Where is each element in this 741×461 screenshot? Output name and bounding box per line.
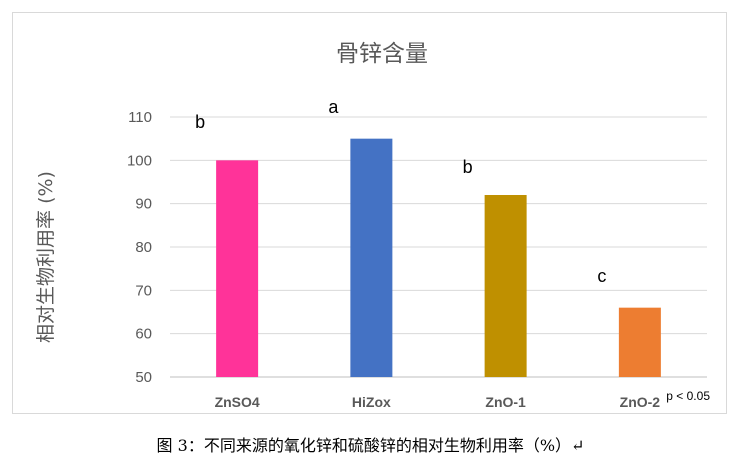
bar-chart: 骨锌含量 相对生物利用率 (%) 50 60 70 80 90 100 110 ZnSO4 H… [35,41,710,410]
x-category-label: HiZox [352,394,391,410]
bar-hizox [350,138,393,377]
significance-letter: b [195,112,205,132]
x-axis-categories: ZnSO4 HiZox ZnO-1 ZnO-2 [215,394,661,410]
bar-zno-2 [618,307,661,377]
y-axis-label: 相对生物利用率 (%) [35,171,57,343]
y-tick-label: 80 [135,239,152,256]
y-tick-label: 50 [135,369,152,386]
figure-caption: 图 3：不同来源的氧化锌和硫酸锌的相对生物利用率（%）↵ [156,436,585,455]
bars [216,138,661,377]
x-category-label: ZnO-1 [485,394,526,410]
x-category-label: ZnO-2 [620,394,661,410]
chart-title: 骨锌含量 [336,41,428,67]
chart-frame [12,12,727,414]
y-tick-label: 90 [135,196,152,213]
y-tick-label: 110 [128,109,152,126]
y-tick-label: 70 [135,282,152,299]
significance-letter: b [463,157,473,177]
p-value-note: p < 0.05 [666,389,710,403]
y-axis-ticks: 50 60 70 80 90 100 110 [127,109,152,386]
bar-znso4 [216,160,259,377]
significance-letters: b a b c [195,97,606,286]
significance-letter: c [597,266,606,286]
y-tick-label: 60 [135,326,152,343]
x-category-label: ZnSO4 [215,394,260,410]
y-tick-label: 100 [127,152,152,169]
bar-zno-1 [484,195,527,377]
gridlines [170,116,707,378]
significance-letter: a [328,97,339,117]
